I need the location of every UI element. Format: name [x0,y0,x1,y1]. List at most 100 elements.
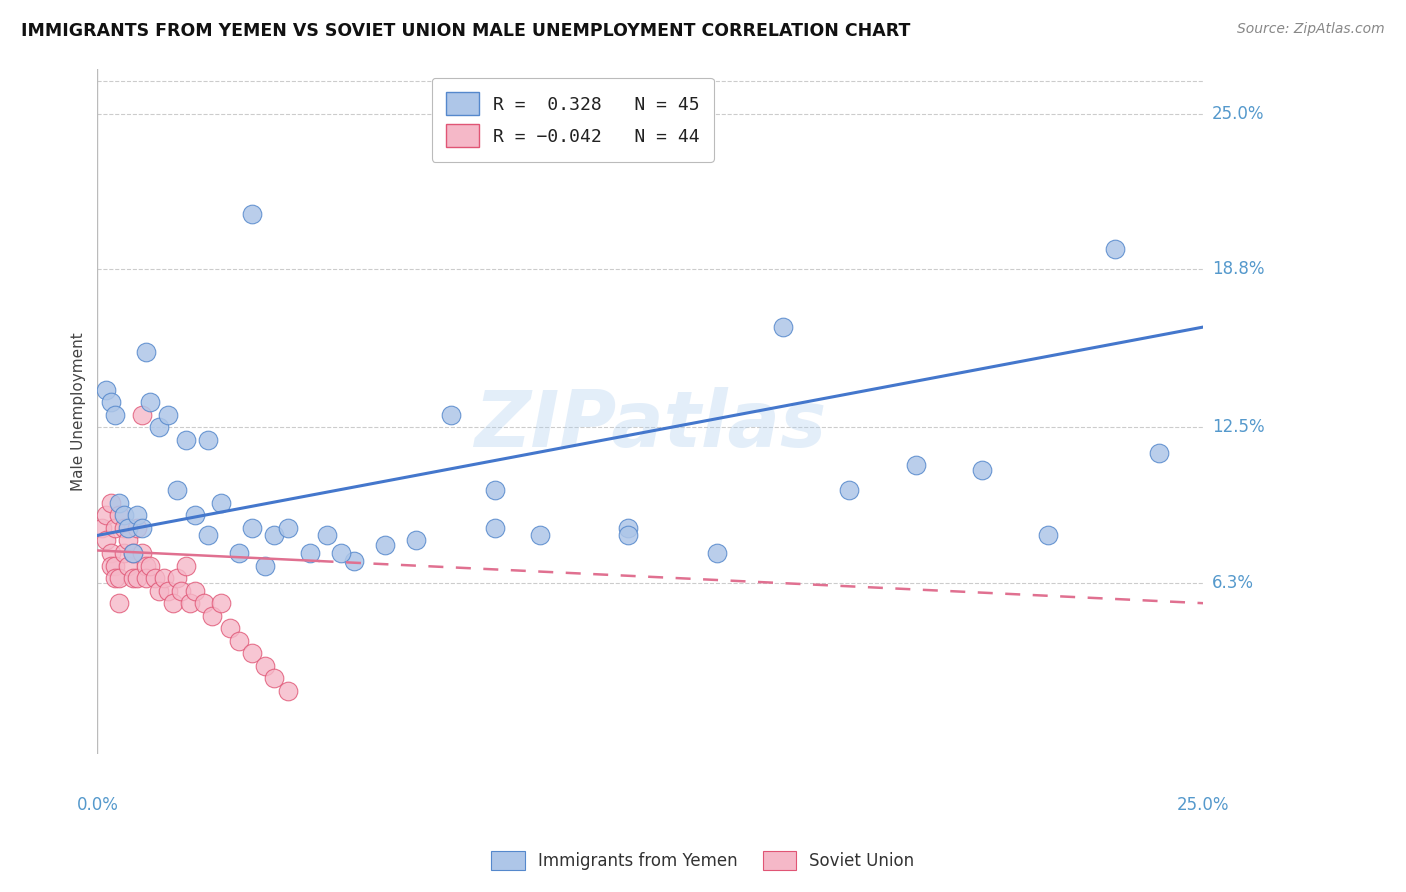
Point [108,596,131,610]
Point [529,528,551,542]
Point [219,621,242,635]
Text: IMMIGRANTS FROM YEMEN VS SOVIET UNION MALE UNEMPLOYMENT CORRELATION CHART: IMMIGRANTS FROM YEMEN VS SOVIET UNION MA… [21,22,911,40]
Point [166,483,188,498]
Point [970,463,993,477]
Point [838,483,860,498]
Point [96,533,118,548]
Point [484,521,506,535]
Point [277,521,299,535]
Point [135,558,157,573]
Point [104,408,127,422]
Point [152,571,174,585]
Point [706,546,728,560]
Point [298,546,321,560]
Point [240,207,263,221]
Point [617,528,640,542]
Point [1147,445,1170,459]
Point [117,533,139,548]
Point [148,420,170,434]
Point [104,558,127,573]
Point [197,528,219,542]
Point [170,583,193,598]
Point [131,546,153,560]
Point [127,521,149,535]
Point [197,433,219,447]
Point [174,433,197,447]
Point [228,633,250,648]
Point [121,571,143,585]
Point [193,596,215,610]
Text: ZIPatlas: ZIPatlas [474,387,827,463]
Point [484,483,506,498]
Point [96,508,118,523]
Point [209,496,232,510]
Point [1104,242,1126,256]
Point [108,496,131,510]
Point [112,546,135,560]
Point [108,508,131,523]
Point [96,383,118,397]
Legend: Immigrants from Yemen, Soviet Union: Immigrants from Yemen, Soviet Union [485,844,921,877]
Y-axis label: Male Unemployment: Male Unemployment [72,332,86,491]
Point [135,345,157,359]
Point [143,571,166,585]
Text: Source: ZipAtlas.com: Source: ZipAtlas.com [1237,22,1385,37]
Point [374,538,396,552]
Point [179,596,201,610]
Point [104,571,127,585]
Text: 0.0%: 0.0% [76,797,118,814]
Text: 18.8%: 18.8% [1212,260,1264,278]
Point [131,408,153,422]
Point [117,521,139,535]
Point [127,571,149,585]
Point [112,521,135,535]
Point [121,546,143,560]
Point [135,571,157,585]
Point [157,583,180,598]
Point [166,571,188,585]
Text: 6.3%: 6.3% [1212,574,1254,592]
Point [117,558,139,573]
Point [254,558,277,573]
Point [100,558,122,573]
Point [121,546,143,560]
Point [201,608,224,623]
Point [405,533,427,548]
Point [277,684,299,698]
Point [127,508,149,523]
Point [100,496,122,510]
Point [162,596,184,610]
Point [174,558,197,573]
Point [263,672,285,686]
Point [316,528,339,542]
Point [904,458,927,472]
Point [254,659,277,673]
Text: 25.0%: 25.0% [1177,797,1229,814]
Point [329,546,352,560]
Point [1038,528,1060,542]
Point [240,646,263,660]
Point [90,521,112,535]
Point [440,408,463,422]
Point [131,521,153,535]
Point [183,508,205,523]
Point [139,558,162,573]
Point [104,521,127,535]
Point [209,596,232,610]
Point [157,408,180,422]
Point [100,395,122,409]
Point [148,583,170,598]
Point [343,553,366,567]
Point [228,546,250,560]
Text: 25.0%: 25.0% [1212,104,1264,123]
Text: 12.5%: 12.5% [1212,418,1264,436]
Point [772,320,794,334]
Point [263,528,285,542]
Point [183,583,205,598]
Point [617,521,640,535]
Point [240,521,263,535]
Point [139,395,162,409]
Legend: R =  0.328   N = 45, R = −0.042   N = 44: R = 0.328 N = 45, R = −0.042 N = 44 [432,78,714,161]
Point [108,571,131,585]
Point [100,546,122,560]
